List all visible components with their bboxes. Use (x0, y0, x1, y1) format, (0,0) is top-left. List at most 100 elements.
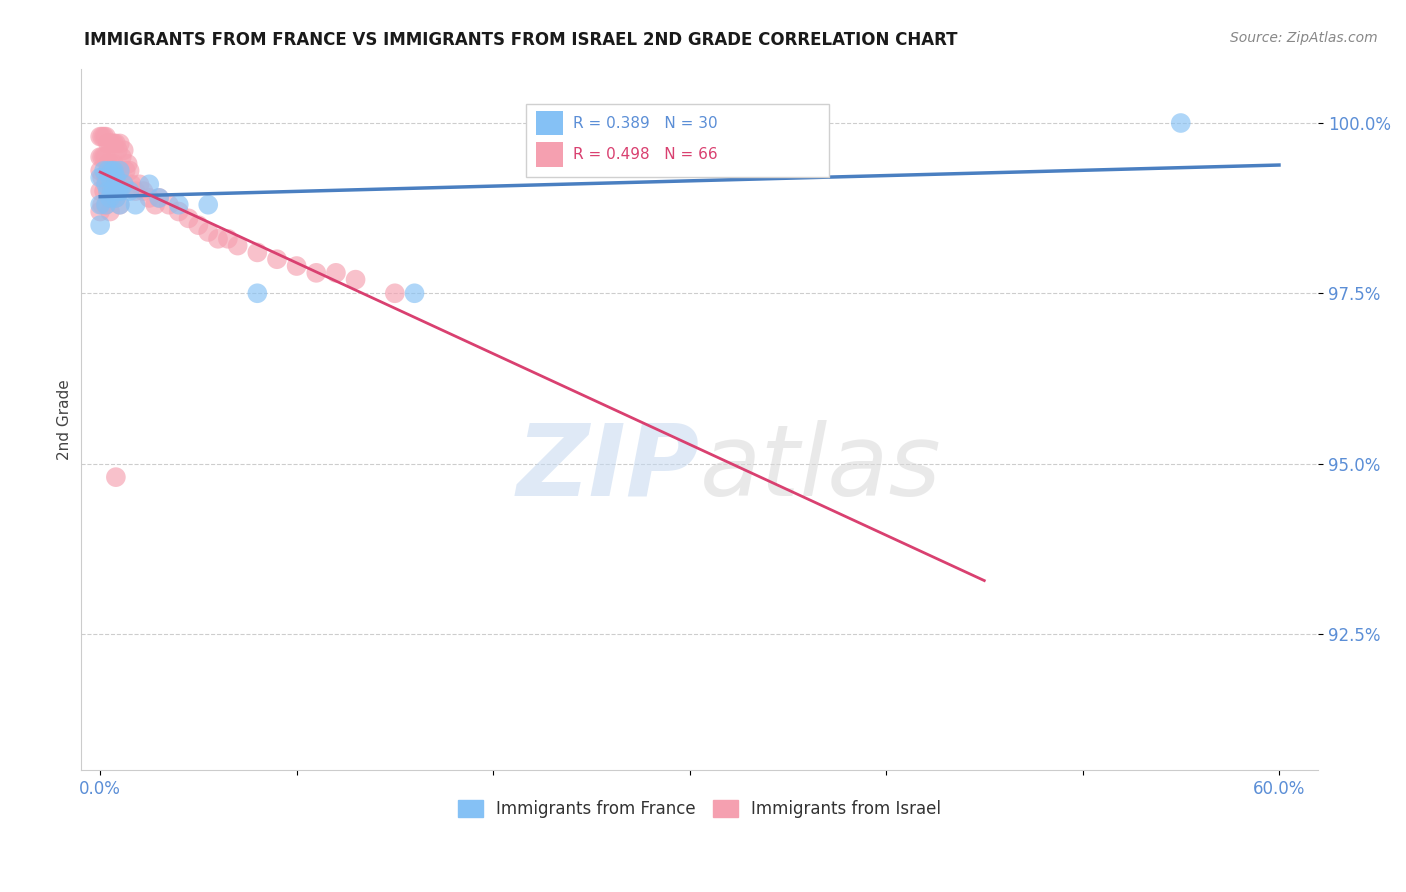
Point (111, 150, 134, 164)
Point (124, 184, 146, 198)
Point (107, 178, 129, 192)
Point (89, 184, 111, 198)
Point (94, 170, 117, 185)
Point (101, 184, 124, 198)
Point (112, 178, 135, 192)
Point (103, 184, 125, 198)
Point (107, 184, 129, 198)
Point (98, 191, 121, 205)
Point (94, 129, 117, 144)
Point (89, 198, 111, 212)
Point (108, 184, 131, 198)
Point (108, 163, 131, 178)
Point (93, 163, 115, 178)
Point (108, 198, 131, 212)
Point (97, 184, 120, 198)
Point (94, 178, 117, 192)
Point (132, 184, 155, 198)
Point (98, 204, 121, 219)
Point (93, 150, 115, 164)
Point (98, 136, 121, 151)
Point (118, 163, 141, 178)
Point (138, 191, 160, 205)
Point (103, 136, 125, 151)
Point (89, 129, 111, 144)
Point (121, 178, 143, 192)
Point (101, 163, 124, 178)
Point (117, 157, 139, 171)
Point (91, 198, 114, 212)
Point (108, 136, 131, 151)
Point (104, 191, 127, 205)
Point (101, 136, 124, 151)
Point (93, 184, 115, 198)
Point (197, 198, 219, 212)
Point (107, 143, 129, 157)
Point (112, 143, 135, 157)
Point (148, 191, 170, 205)
Point (325, 266, 347, 280)
Text: atlas: atlas (699, 420, 941, 516)
Point (97, 157, 120, 171)
Point (118, 184, 141, 198)
Point (104, 163, 127, 178)
Point (94, 198, 117, 212)
Point (305, 266, 328, 280)
Point (226, 238, 249, 252)
Point (246, 286, 269, 301)
Point (91, 150, 114, 164)
Point (89, 150, 111, 164)
Point (94, 198, 117, 212)
Point (207, 232, 229, 246)
Point (112, 178, 135, 192)
Point (177, 211, 200, 226)
Point (104, 170, 127, 185)
Point (89, 204, 111, 219)
Point (103, 157, 125, 171)
Text: Source: ZipAtlas.com: Source: ZipAtlas.com (1230, 31, 1378, 45)
Point (98, 157, 121, 171)
Point (138, 178, 160, 192)
Point (187, 218, 209, 232)
Point (98, 178, 121, 192)
Point (167, 198, 190, 212)
Point (108, 198, 131, 212)
Point (89, 218, 111, 232)
Y-axis label: 2nd Grade: 2nd Grade (58, 379, 72, 459)
Point (148, 191, 170, 205)
Point (91, 129, 114, 144)
Point (94, 150, 117, 164)
Point (89, 170, 111, 185)
Point (246, 245, 269, 260)
Legend: Immigrants from France, Immigrants from Israel: Immigrants from France, Immigrants from … (451, 793, 948, 825)
Point (98, 170, 121, 185)
Point (103, 184, 125, 198)
Point (93, 129, 115, 144)
Point (91, 170, 114, 185)
Point (97, 163, 120, 178)
Text: ZIP: ZIP (516, 420, 699, 516)
Point (104, 470, 127, 484)
Point (108, 163, 131, 178)
Point (285, 259, 308, 273)
Point (167, 204, 190, 219)
Point (97, 184, 120, 198)
Point (266, 252, 288, 267)
Point (197, 225, 219, 239)
Point (217, 232, 239, 246)
Point (114, 163, 136, 178)
Point (1170, 116, 1192, 130)
Point (101, 191, 124, 205)
Point (143, 198, 166, 212)
Point (128, 178, 150, 192)
Point (101, 163, 124, 178)
Point (124, 198, 146, 212)
Text: IMMIGRANTS FROM FRANCE VS IMMIGRANTS FROM ISRAEL 2ND GRADE CORRELATION CHART: IMMIGRANTS FROM FRANCE VS IMMIGRANTS FRO… (84, 31, 957, 49)
Point (104, 136, 127, 151)
Point (97, 136, 120, 151)
Point (103, 163, 125, 178)
Point (404, 286, 426, 301)
Point (344, 273, 367, 287)
Text: R = 0.389   N = 30: R = 0.389 N = 30 (574, 116, 718, 131)
FancyBboxPatch shape (526, 103, 830, 178)
